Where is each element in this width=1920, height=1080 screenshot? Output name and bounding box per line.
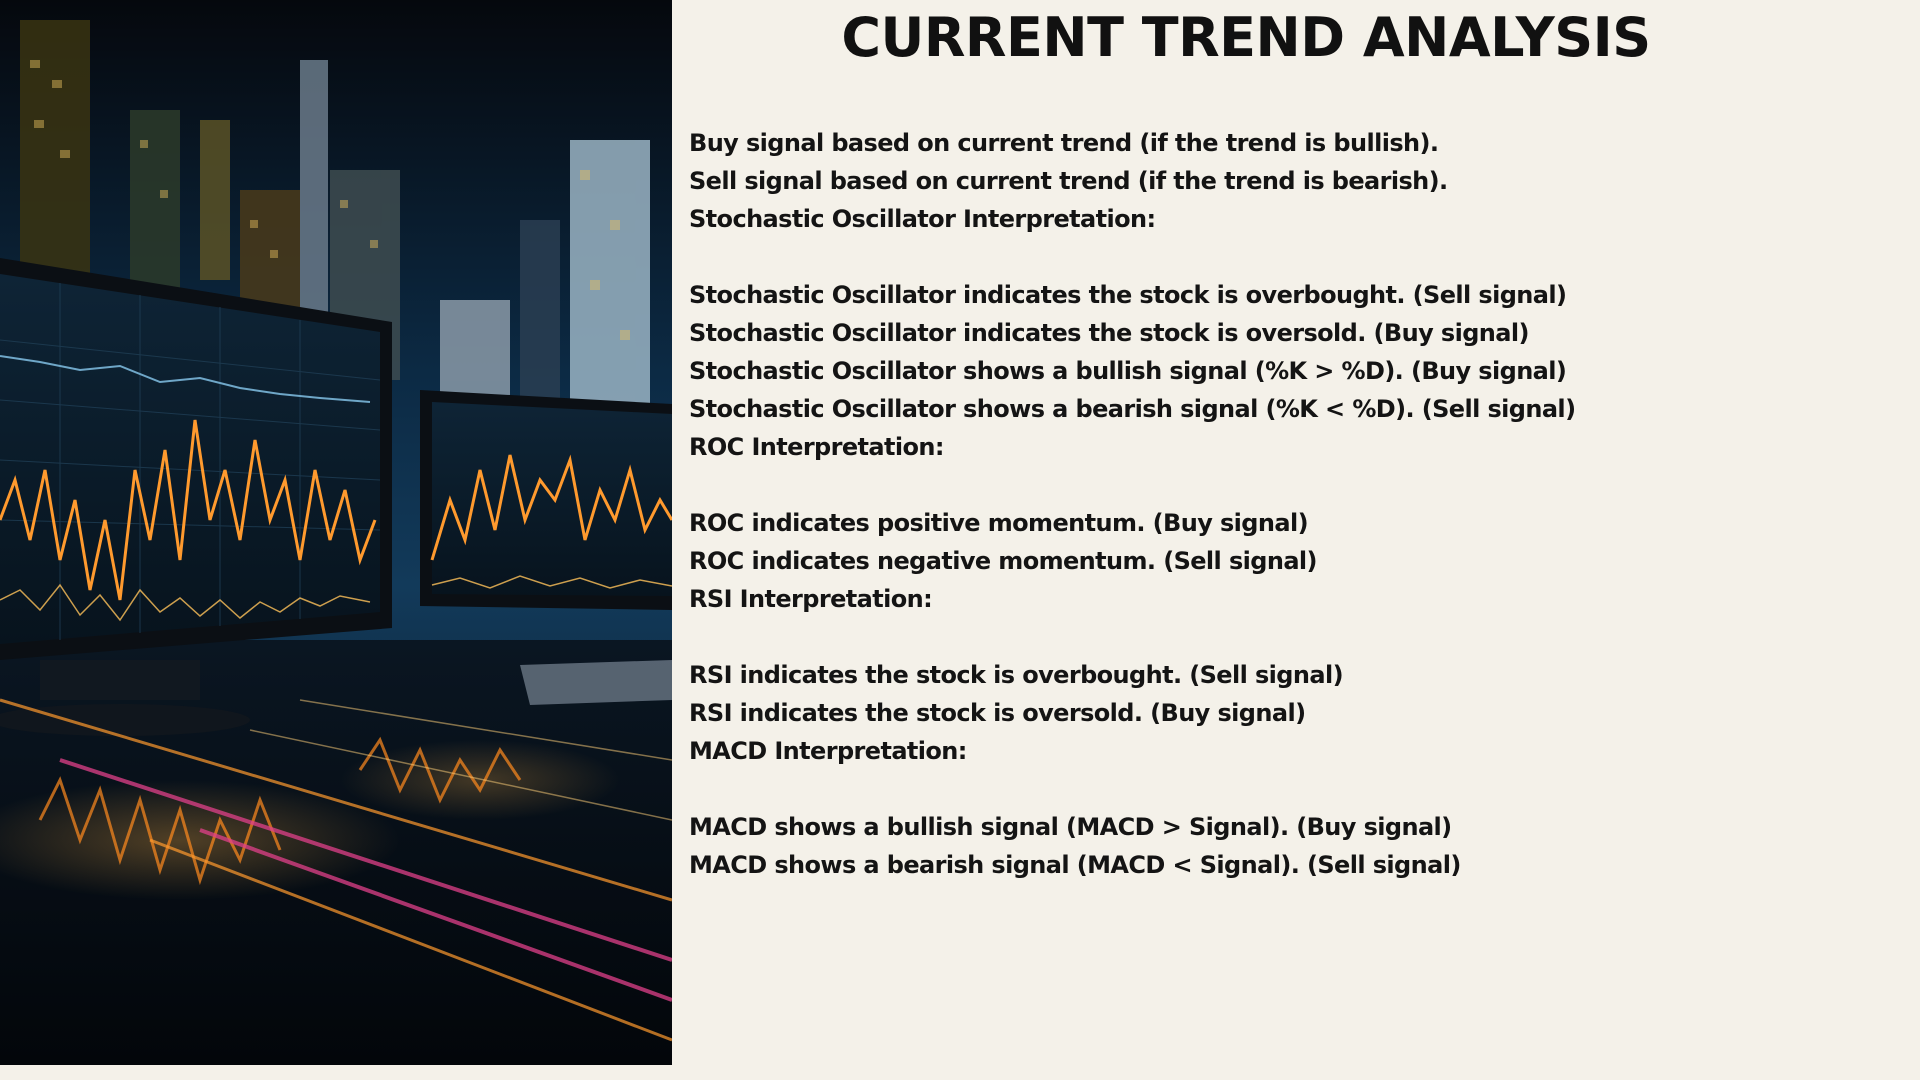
section-heading-roc: ROC Interpretation:	[689, 433, 944, 461]
text-line: Buy signal based on current trend (if th…	[689, 129, 1439, 157]
text-line: Sell signal based on current trend (if t…	[689, 167, 1448, 195]
text-line: Stochastic Oscillator indicates the stoc…	[689, 319, 1529, 347]
blank-line	[689, 238, 1889, 276]
text-line: ROC indicates negative momentum. (Sell s…	[689, 547, 1318, 575]
text-line: Stochastic Oscillator shows a bullish si…	[689, 357, 1567, 385]
text-line: ROC indicates positive momentum. (Buy si…	[689, 509, 1309, 537]
page-title: CURRENT TREND ANALYSIS	[841, 6, 1651, 69]
trading-monitors-illustration	[0, 0, 672, 1065]
analysis-text: Buy signal based on current trend (if th…	[689, 124, 1889, 884]
text-line: Stochastic Oscillator shows a bearish si…	[689, 395, 1576, 423]
blank-line	[689, 466, 1889, 504]
blank-line	[689, 618, 1889, 656]
section-heading-macd: MACD Interpretation:	[689, 737, 967, 765]
text-line: RSI indicates the stock is oversold. (Bu…	[689, 699, 1306, 727]
text-line: Stochastic Oscillator indicates the stoc…	[689, 281, 1567, 309]
blank-line	[689, 770, 1889, 808]
section-heading-stochastic: Stochastic Oscillator Interpretation:	[689, 205, 1156, 233]
text-line: RSI indicates the stock is overbought. (…	[689, 661, 1344, 689]
text-line: MACD shows a bullish signal (MACD > Sign…	[689, 813, 1452, 841]
trading-monitors-photo	[0, 0, 672, 1065]
section-heading-rsi: RSI Interpretation:	[689, 585, 933, 613]
text-line: MACD shows a bearish signal (MACD < Sign…	[689, 851, 1461, 879]
